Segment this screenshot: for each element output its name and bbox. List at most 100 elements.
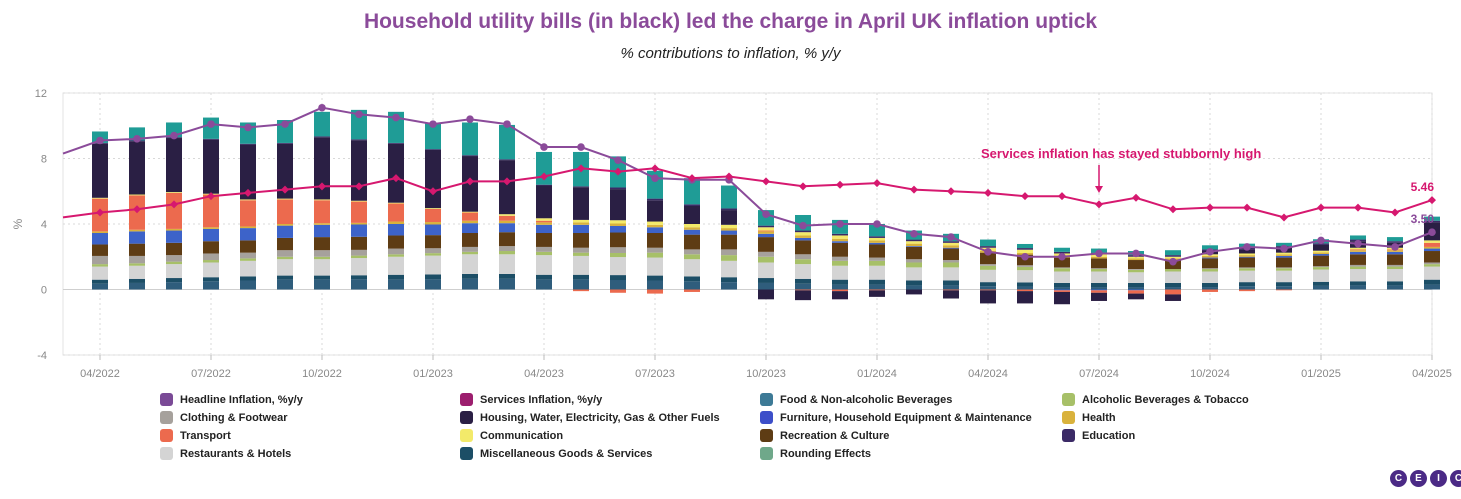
bar-segment (462, 220, 478, 224)
bar-segment (351, 236, 367, 250)
legend-item[interactable]: Headline Inflation, %y/y (160, 392, 460, 407)
line-point (762, 177, 770, 186)
line-point (429, 120, 437, 128)
bar-segment (240, 280, 256, 290)
bar-segment (832, 242, 848, 257)
bar-segment (610, 289, 626, 293)
bar-segment (943, 290, 959, 299)
bar-segment (425, 122, 441, 150)
bar-segment (758, 278, 774, 283)
bar-segment (92, 197, 108, 199)
legend-item[interactable]: Food & Non-alcoholic Beverages (760, 392, 1062, 407)
bar-segment (462, 212, 478, 221)
bar-segment (425, 208, 441, 209)
bar-segment (1202, 282, 1218, 288)
bar-segment (1054, 287, 1070, 290)
bar-segment (536, 246, 552, 252)
bar-segment (388, 248, 404, 255)
bar-segment (1313, 255, 1329, 267)
bar-segment (1091, 282, 1107, 288)
bar-segment (240, 276, 256, 281)
line-point (1280, 213, 1288, 222)
line-point (1021, 252, 1029, 261)
legend-item[interactable]: Miscellaneous Goods & Services (460, 446, 760, 461)
bar-segment (1128, 256, 1144, 259)
x-tick-label: 04/2024 (968, 368, 1008, 380)
legend-item[interactable]: Rounding Effects (760, 446, 1062, 461)
line-point (96, 208, 104, 217)
legend-swatch (460, 393, 473, 406)
bar-segment (1054, 290, 1070, 292)
bar-segment (758, 289, 774, 300)
bar-segment (869, 289, 885, 291)
bar-segment (1128, 293, 1144, 300)
bar-segment (92, 264, 108, 267)
bar-segment (1424, 248, 1440, 252)
bar-segment (1350, 247, 1366, 250)
legend-item[interactable]: Furniture, Household Equipment & Mainten… (760, 410, 1062, 425)
bar-segment (684, 234, 700, 250)
bar-segment (1017, 249, 1033, 253)
bar-segment (906, 243, 922, 247)
bar-segment (499, 223, 515, 233)
bar-segment (721, 228, 737, 231)
bar-segment (1424, 264, 1440, 267)
bar-segment (1165, 250, 1181, 256)
bar-segment (795, 264, 811, 279)
line-point (1317, 236, 1325, 245)
bar-segment (536, 220, 552, 223)
bar-segment (573, 289, 589, 292)
bar-segment (1387, 264, 1403, 267)
bar-segment (351, 224, 367, 237)
legend-item[interactable]: Communication (460, 428, 760, 443)
bar-segment (1165, 289, 1181, 295)
bar-segment (943, 285, 959, 290)
bar-segment (129, 282, 145, 290)
legend-item[interactable]: Housing, Water, Electricity, Gas & Other… (460, 410, 760, 425)
line-point (1354, 239, 1362, 248)
bar-segment (980, 265, 996, 270)
bar-segment (314, 237, 330, 251)
bar-segment (314, 200, 330, 224)
legend-item[interactable]: Health (1062, 410, 1300, 425)
bar-segment (1017, 266, 1033, 271)
line-point (540, 143, 548, 151)
bar-segment (943, 248, 959, 261)
bar-segment (721, 224, 737, 229)
bar-segment (1202, 289, 1218, 292)
legend-item[interactable]: Services Inflation, %y/y (460, 392, 760, 407)
bar-segment (129, 229, 145, 232)
bar-segment (1424, 279, 1440, 285)
bar-segment (869, 260, 885, 266)
legend-item[interactable]: Restaurants & Hotels (160, 446, 460, 461)
bar-segment (388, 142, 404, 144)
bar-segment (980, 252, 996, 265)
legend-item[interactable]: Education (1062, 428, 1300, 443)
legend-item[interactable]: Recreation & Culture (760, 428, 1062, 443)
bar-segment (573, 255, 589, 275)
bar-segment (240, 226, 256, 229)
bar-segment (277, 275, 293, 280)
bar-segment (425, 224, 441, 236)
bar-segment (758, 256, 774, 263)
bar-segment (314, 111, 330, 137)
bar-segment (1424, 216, 1440, 221)
line-point (392, 174, 400, 183)
bar-segment (166, 192, 182, 229)
line-point (1428, 196, 1436, 205)
line-point (244, 123, 252, 132)
line-point (1317, 203, 1325, 212)
bar-segment (795, 290, 811, 301)
bar-segment (1128, 260, 1144, 270)
bar-segment (1165, 271, 1181, 283)
bar-segment (1017, 265, 1033, 267)
legend-item[interactable]: Alcoholic Beverages & Tobacco (1062, 392, 1300, 407)
legend-item[interactable]: Clothing & Footwear (160, 410, 460, 425)
bar-segment (943, 262, 959, 268)
legend-item[interactable]: Transport (160, 428, 460, 443)
bar-segment (425, 235, 441, 249)
bar-segment (203, 253, 219, 261)
bar-segment (943, 242, 959, 246)
bar-segment (573, 279, 589, 290)
